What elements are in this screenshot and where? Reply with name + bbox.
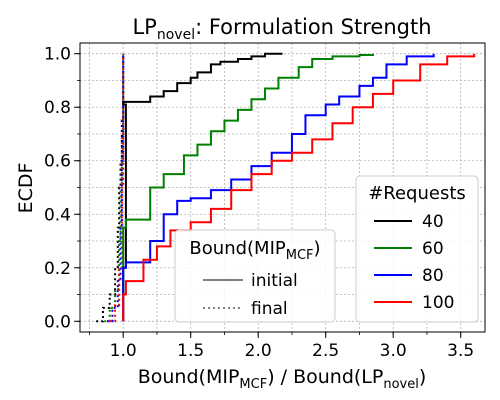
legend-requests-label-60: 60 bbox=[422, 239, 444, 259]
x-tick-label: 3.0 bbox=[380, 341, 407, 361]
legend-requests-box bbox=[355, 175, 479, 323]
y-tick-label: 1.0 bbox=[44, 45, 71, 65]
series-line-100-final bbox=[109, 53, 125, 323]
series-line-80 bbox=[122, 53, 435, 322]
x-tick-label: 1.0 bbox=[110, 341, 137, 361]
series-line-80-final bbox=[107, 53, 125, 323]
x-tick-label: 3.5 bbox=[447, 341, 474, 361]
x-tick-label: 2.0 bbox=[245, 341, 272, 361]
y-tick-label: 0.4 bbox=[44, 205, 71, 225]
x-tick-label: 2.5 bbox=[312, 341, 339, 361]
legend-bound-initial-label: initial bbox=[251, 271, 298, 291]
legend-bound-box bbox=[174, 229, 336, 323]
x-axis-label: Bound(MIPMCF) / Bound(LPnovel) bbox=[138, 366, 427, 392]
legend-bound: Bound(MIPMCF) initial final bbox=[174, 229, 336, 323]
series-lines bbox=[96, 52, 476, 323]
series-line-60 bbox=[122, 53, 374, 322]
legend-bound-title: Bound(MIPMCF) bbox=[189, 238, 320, 263]
y-axis-label: ECDF bbox=[15, 163, 37, 214]
chart-title: LPnovel: Formulation Strength bbox=[132, 15, 431, 43]
legend-requests-title: #Requests bbox=[368, 183, 466, 204]
y-tick-label: 0.8 bbox=[44, 98, 71, 118]
series-line-60-final bbox=[104, 53, 125, 323]
series-line-40 bbox=[122, 52, 283, 322]
x-tick-label: 1.5 bbox=[177, 341, 204, 361]
y-tick-label: 0.0 bbox=[44, 312, 71, 332]
legend-requests: #Requests 40 60 80 100 bbox=[355, 175, 479, 323]
series-line-40-final bbox=[96, 53, 125, 323]
series-line-100 bbox=[122, 53, 476, 322]
axis-ticks: 1.0 1.5 2.0 2.5 3.0 3.5 0.0 0.2 0.4 0.6 0.8 1.0 bbox=[44, 45, 474, 361]
legend-requests-label-40: 40 bbox=[422, 212, 444, 232]
legend-bound-final-label: final bbox=[251, 299, 288, 319]
legend-requests-label-80: 80 bbox=[422, 266, 444, 286]
y-tick-label: 0.2 bbox=[44, 259, 71, 279]
y-tick-label: 0.6 bbox=[44, 152, 71, 172]
legend-requests-label-100: 100 bbox=[422, 293, 454, 313]
